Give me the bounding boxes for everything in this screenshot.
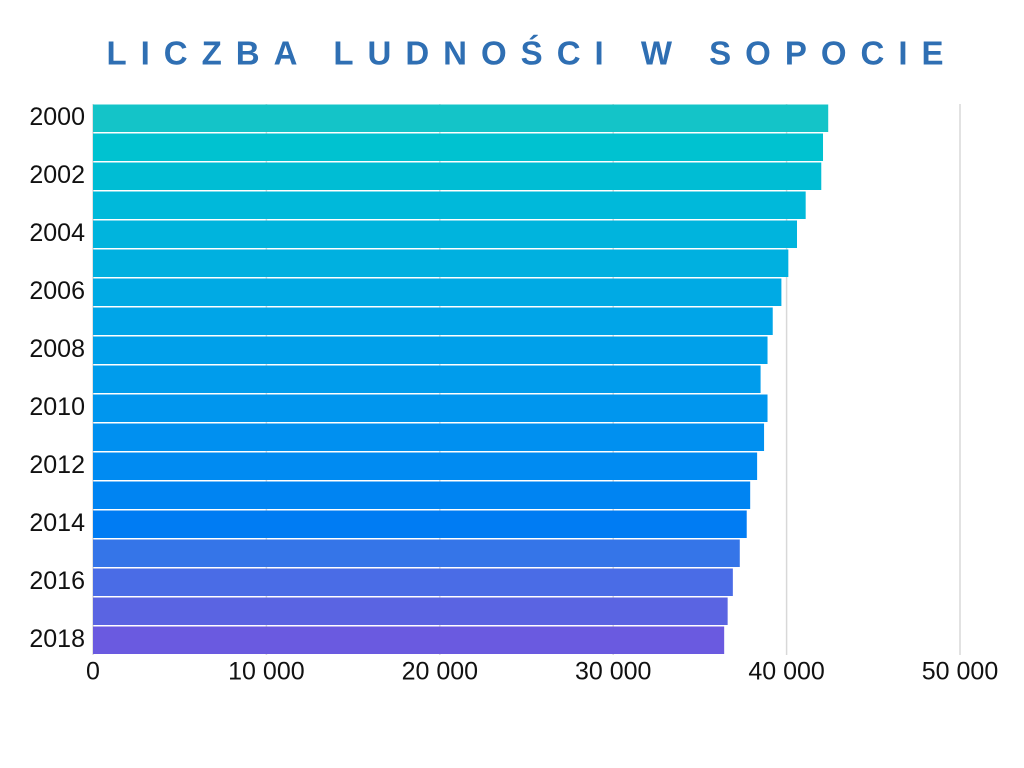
x-tick-label: 50 000: [922, 658, 998, 686]
y-tick-label: 2014: [29, 509, 85, 537]
x-tick-label: 20 000: [402, 658, 478, 686]
bar: [93, 278, 782, 306]
y-tick-label: 2006: [29, 277, 85, 305]
y-tick-label: 2016: [29, 567, 85, 595]
x-tick-label: 30 000: [575, 658, 651, 686]
y-tick-label: 2004: [29, 219, 85, 247]
bar: [93, 510, 747, 538]
bar: [93, 597, 728, 625]
y-tick-label: 2000: [29, 103, 85, 131]
bar: [93, 104, 829, 132]
bar: [93, 539, 740, 567]
bar: [93, 220, 798, 248]
y-tick-label: 2002: [29, 161, 85, 189]
bar: [93, 394, 768, 422]
y-tick-label: 2018: [29, 625, 85, 653]
y-tick-label: 2010: [29, 393, 85, 421]
x-tick-label: 0: [86, 658, 100, 686]
bar: [93, 452, 758, 480]
bar: [93, 162, 822, 190]
x-tick-label: 40 000: [748, 658, 824, 686]
y-tick-label: 2012: [29, 451, 85, 479]
bar: [93, 191, 806, 219]
bar: [93, 133, 824, 161]
bar: [93, 336, 768, 364]
bar: [93, 568, 733, 596]
bar: [93, 423, 765, 451]
bar: [93, 365, 761, 393]
bar: [93, 481, 751, 509]
bar: [93, 249, 789, 277]
chart-title: LICZBA LUDNOŚCI W SOPOCIE: [106, 35, 957, 72]
x-tick-label: 10 000: [228, 658, 304, 686]
y-tick-label: 2008: [29, 335, 85, 363]
bar: [93, 307, 773, 335]
bar: [93, 626, 725, 654]
